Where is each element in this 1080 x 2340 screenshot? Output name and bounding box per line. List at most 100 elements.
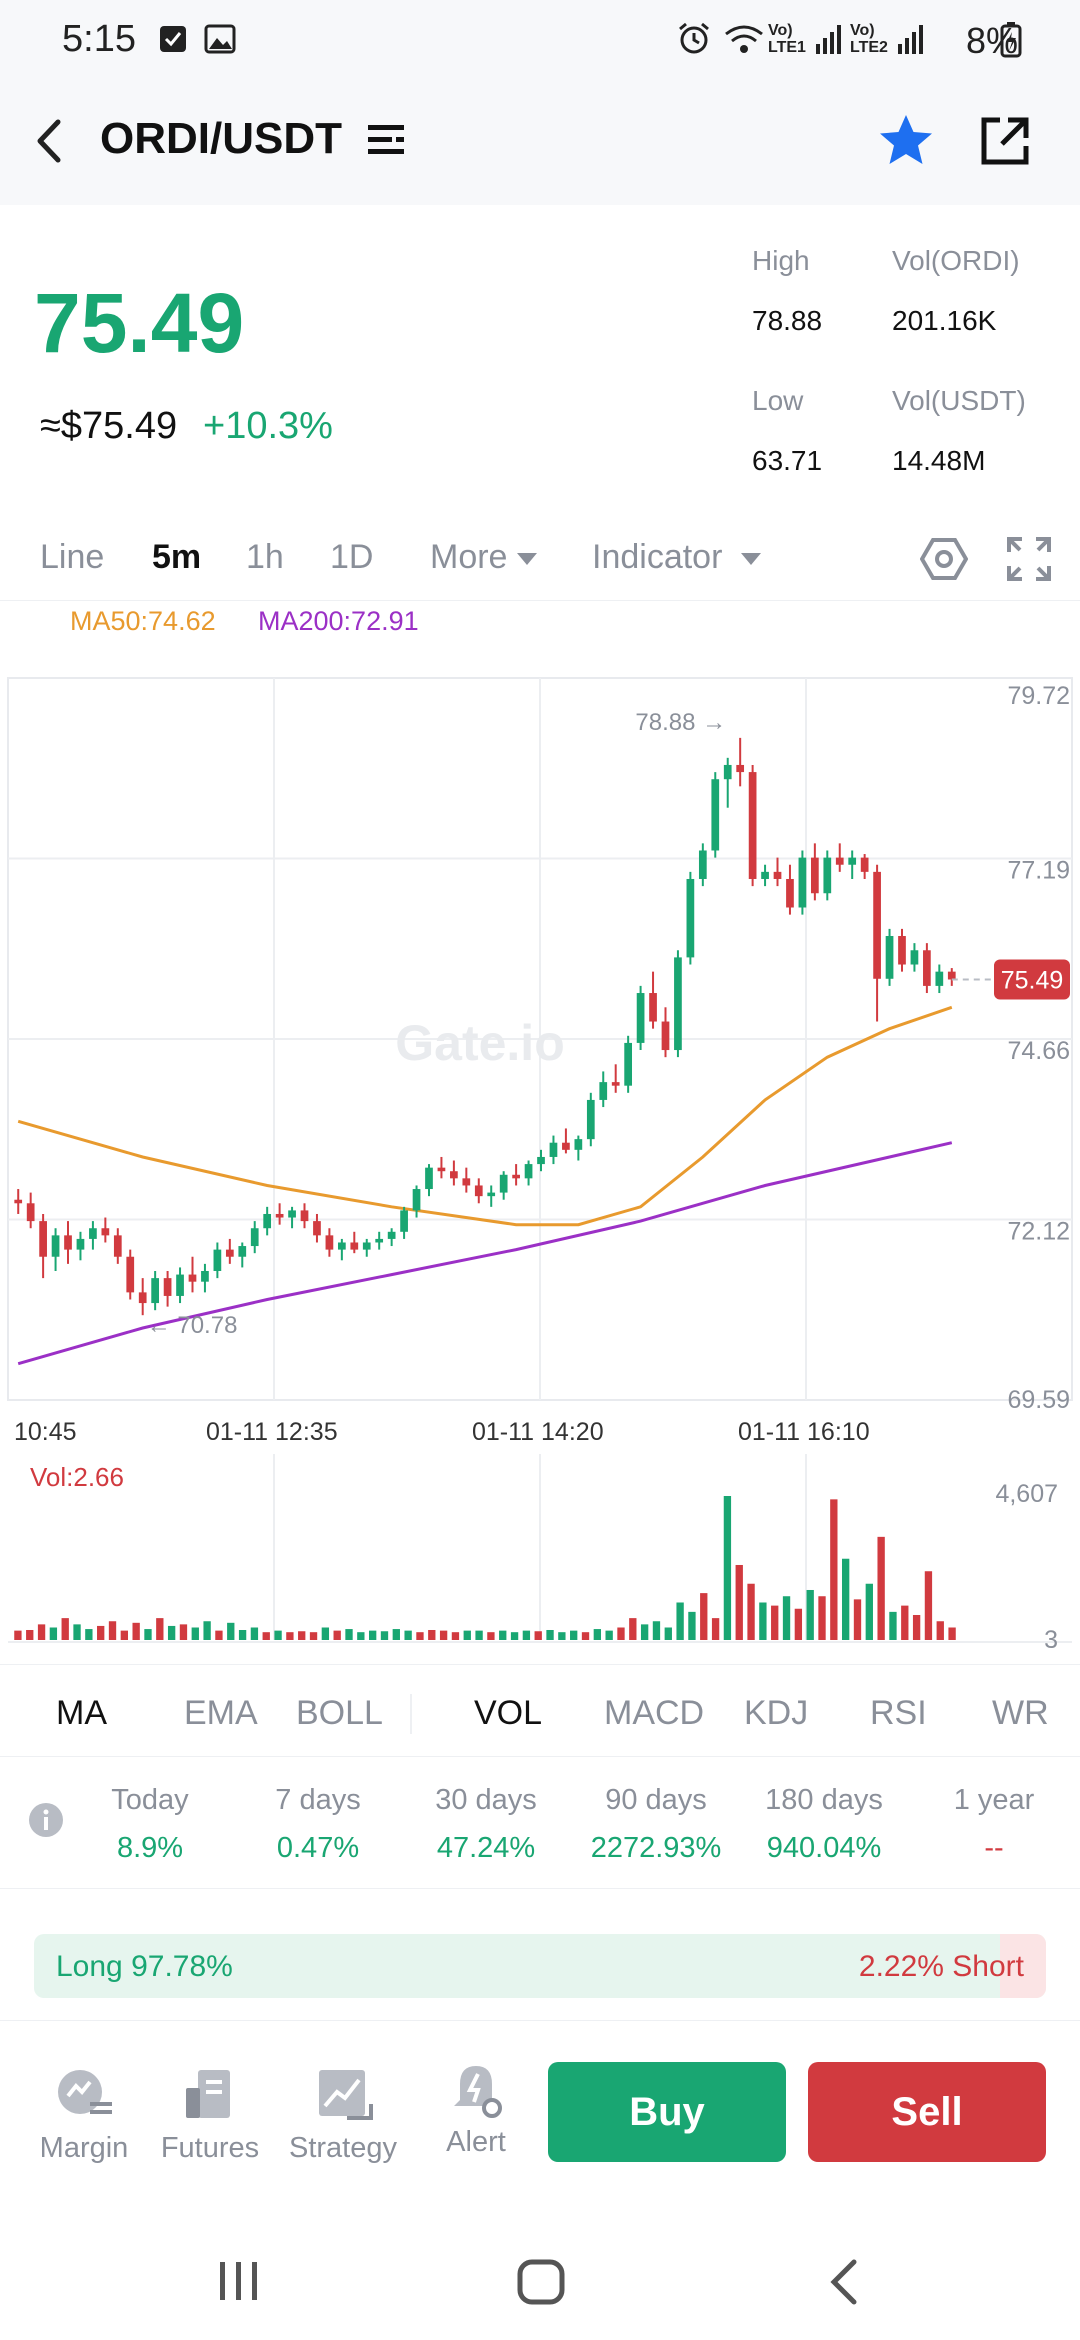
menu-icon[interactable] (366, 122, 406, 158)
candle-body (113, 1235, 122, 1257)
tab-kdj[interactable]: KDJ (744, 1694, 809, 1732)
low-label: Low (752, 385, 804, 416)
volume-bar (73, 1624, 81, 1640)
candle-body (213, 1249, 222, 1271)
candle-body (387, 1231, 396, 1239)
settings-hexagon-icon[interactable] (920, 536, 968, 582)
volume-bar (570, 1630, 578, 1640)
home-icon[interactable] (516, 2258, 566, 2306)
wifi-icon (725, 25, 763, 53)
alert-icon (454, 2066, 502, 2118)
tab-5m[interactable]: 5m (152, 538, 202, 576)
tab-macd[interactable]: MACD (604, 1694, 705, 1732)
candle-body (26, 1203, 35, 1222)
recent-apps-icon[interactable] (216, 2260, 262, 2302)
candlestick-chart[interactable]: 79.72 77.19 74.66 72.12 69.59 Gate.io 78.88 → ←… (0, 670, 1080, 1440)
system-nav-bar (0, 2200, 1080, 2340)
volume-bar (629, 1618, 637, 1640)
back-nav-icon[interactable] (826, 2258, 862, 2306)
volume-bar (97, 1625, 105, 1640)
divider (0, 1756, 1080, 1757)
volume-bar (463, 1630, 471, 1640)
long-ratio: Long 97.78% (56, 1950, 233, 1983)
candle-body (313, 1221, 321, 1236)
volume-bar (345, 1629, 353, 1640)
tab-vol[interactable]: VOL (474, 1694, 543, 1732)
volume-bar (475, 1630, 483, 1640)
candle-body (176, 1274, 184, 1296)
volume-bar (215, 1630, 223, 1640)
tab-1d[interactable]: 1D (330, 538, 374, 576)
candle-body (549, 1142, 558, 1157)
candle-body (848, 857, 857, 865)
candle-body (512, 1174, 520, 1179)
ma50-legend: MA50:74.62 (70, 606, 216, 636)
pair-title[interactable]: ORDI/USDT (100, 114, 342, 163)
candle-body (76, 1238, 85, 1250)
futures-label: Futures (160, 2132, 260, 2164)
candle-body (923, 950, 931, 986)
tab-boll[interactable]: BOLL (296, 1694, 383, 1732)
volume-chart[interactable]: 4,607 3 (0, 1450, 1080, 1660)
candle-body (151, 1278, 160, 1304)
candle-body (39, 1221, 47, 1257)
volume-bar (700, 1593, 708, 1640)
caret-down-icon (741, 553, 761, 565)
tab-more[interactable]: More (430, 538, 508, 576)
tab-1h[interactable]: 1h (246, 538, 284, 576)
volume-bar (380, 1631, 389, 1640)
volume-bar (818, 1596, 826, 1640)
volume-bar (747, 1583, 755, 1640)
tab-indicator[interactable]: Indicator (592, 538, 723, 576)
volume-bar (108, 1621, 117, 1640)
caret-down-icon (517, 553, 537, 565)
candle-body (537, 1156, 545, 1165)
candle-body (636, 993, 645, 1043)
tab-separator (410, 1694, 412, 1734)
volume-bar (191, 1627, 199, 1640)
candle-body (935, 971, 944, 986)
volume-bar (794, 1608, 803, 1640)
back-icon[interactable] (32, 116, 66, 166)
candle-body (263, 1213, 272, 1229)
share-icon[interactable] (978, 114, 1032, 168)
volume-bar (167, 1625, 176, 1640)
tab-wr[interactable]: WR (992, 1694, 1049, 1732)
tab-ma[interactable]: MA (56, 1694, 107, 1732)
volume-bar (499, 1630, 507, 1640)
status-time: 5:15 (62, 18, 136, 60)
candle-body (686, 878, 695, 958)
candle-body (362, 1242, 371, 1250)
volume-bar (428, 1629, 436, 1640)
info-icon[interactable] (28, 1802, 64, 1838)
volume-bar (26, 1629, 34, 1640)
sell-button[interactable]: Sell (808, 2062, 1046, 2162)
volume-bar (298, 1631, 306, 1640)
volume-bar (759, 1602, 767, 1640)
tab-line[interactable]: Line (40, 538, 105, 576)
fullscreen-icon[interactable] (1006, 536, 1052, 582)
x-tick-label: 10:45 (14, 1418, 77, 1446)
return-label: Today (111, 1784, 189, 1816)
star-icon[interactable] (876, 112, 936, 170)
buy-button[interactable]: Buy (548, 2062, 786, 2162)
volume-bar (605, 1630, 613, 1640)
strategy-icon (319, 2070, 373, 2120)
usd-price: ≈$75.49 (40, 405, 178, 447)
candle-body (898, 936, 906, 965)
volume-bar (948, 1627, 956, 1640)
candle-body (674, 957, 682, 1051)
candle-body (14, 1199, 23, 1204)
futures-icon (186, 2070, 230, 2118)
return-label: 1 year (953, 1784, 1035, 1816)
tab-rsi[interactable]: RSI (870, 1694, 927, 1732)
candle-body (562, 1142, 570, 1150)
volume-bar (368, 1630, 377, 1640)
price-change: +10.3% (203, 405, 333, 447)
candle-body (350, 1242, 359, 1250)
tab-ema[interactable]: EMA (184, 1694, 258, 1732)
volume-bar (617, 1627, 625, 1640)
volume-bar (286, 1632, 294, 1640)
volume-bar (203, 1621, 211, 1640)
y-tick-label: 77.19 (1007, 857, 1070, 885)
